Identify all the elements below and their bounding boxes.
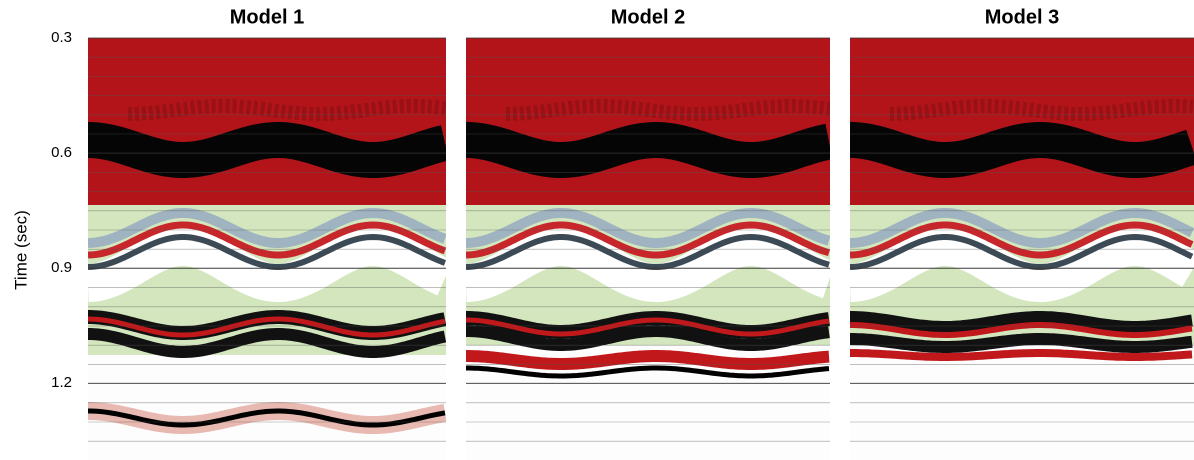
seismic-panel bbox=[88, 38, 446, 460]
y-tick-label: 0.6 bbox=[51, 144, 72, 161]
red-zone bbox=[850, 38, 1194, 205]
red-zone bbox=[466, 38, 830, 205]
black-event bbox=[88, 140, 445, 160]
seismic-panel bbox=[466, 38, 830, 460]
seismic-panel bbox=[850, 38, 1194, 460]
panel-title: Model 1 bbox=[230, 6, 304, 28]
y-tick-label: 0.9 bbox=[51, 259, 72, 276]
deep-event bbox=[850, 353, 1192, 357]
black-event bbox=[466, 140, 829, 160]
figure: Time (sec) Model 1 Model 2 Model 3 0.3 0.6 0.… bbox=[0, 0, 1194, 460]
panel-title: Model 2 bbox=[611, 6, 685, 28]
y-axis-label: Time (sec) bbox=[11, 210, 30, 290]
red-zone bbox=[88, 38, 446, 205]
y-tick-label: 0.3 bbox=[51, 29, 72, 46]
panel-title: Model 3 bbox=[985, 6, 1059, 28]
y-tick-label: 1.2 bbox=[51, 374, 72, 391]
black-event bbox=[850, 140, 1192, 160]
